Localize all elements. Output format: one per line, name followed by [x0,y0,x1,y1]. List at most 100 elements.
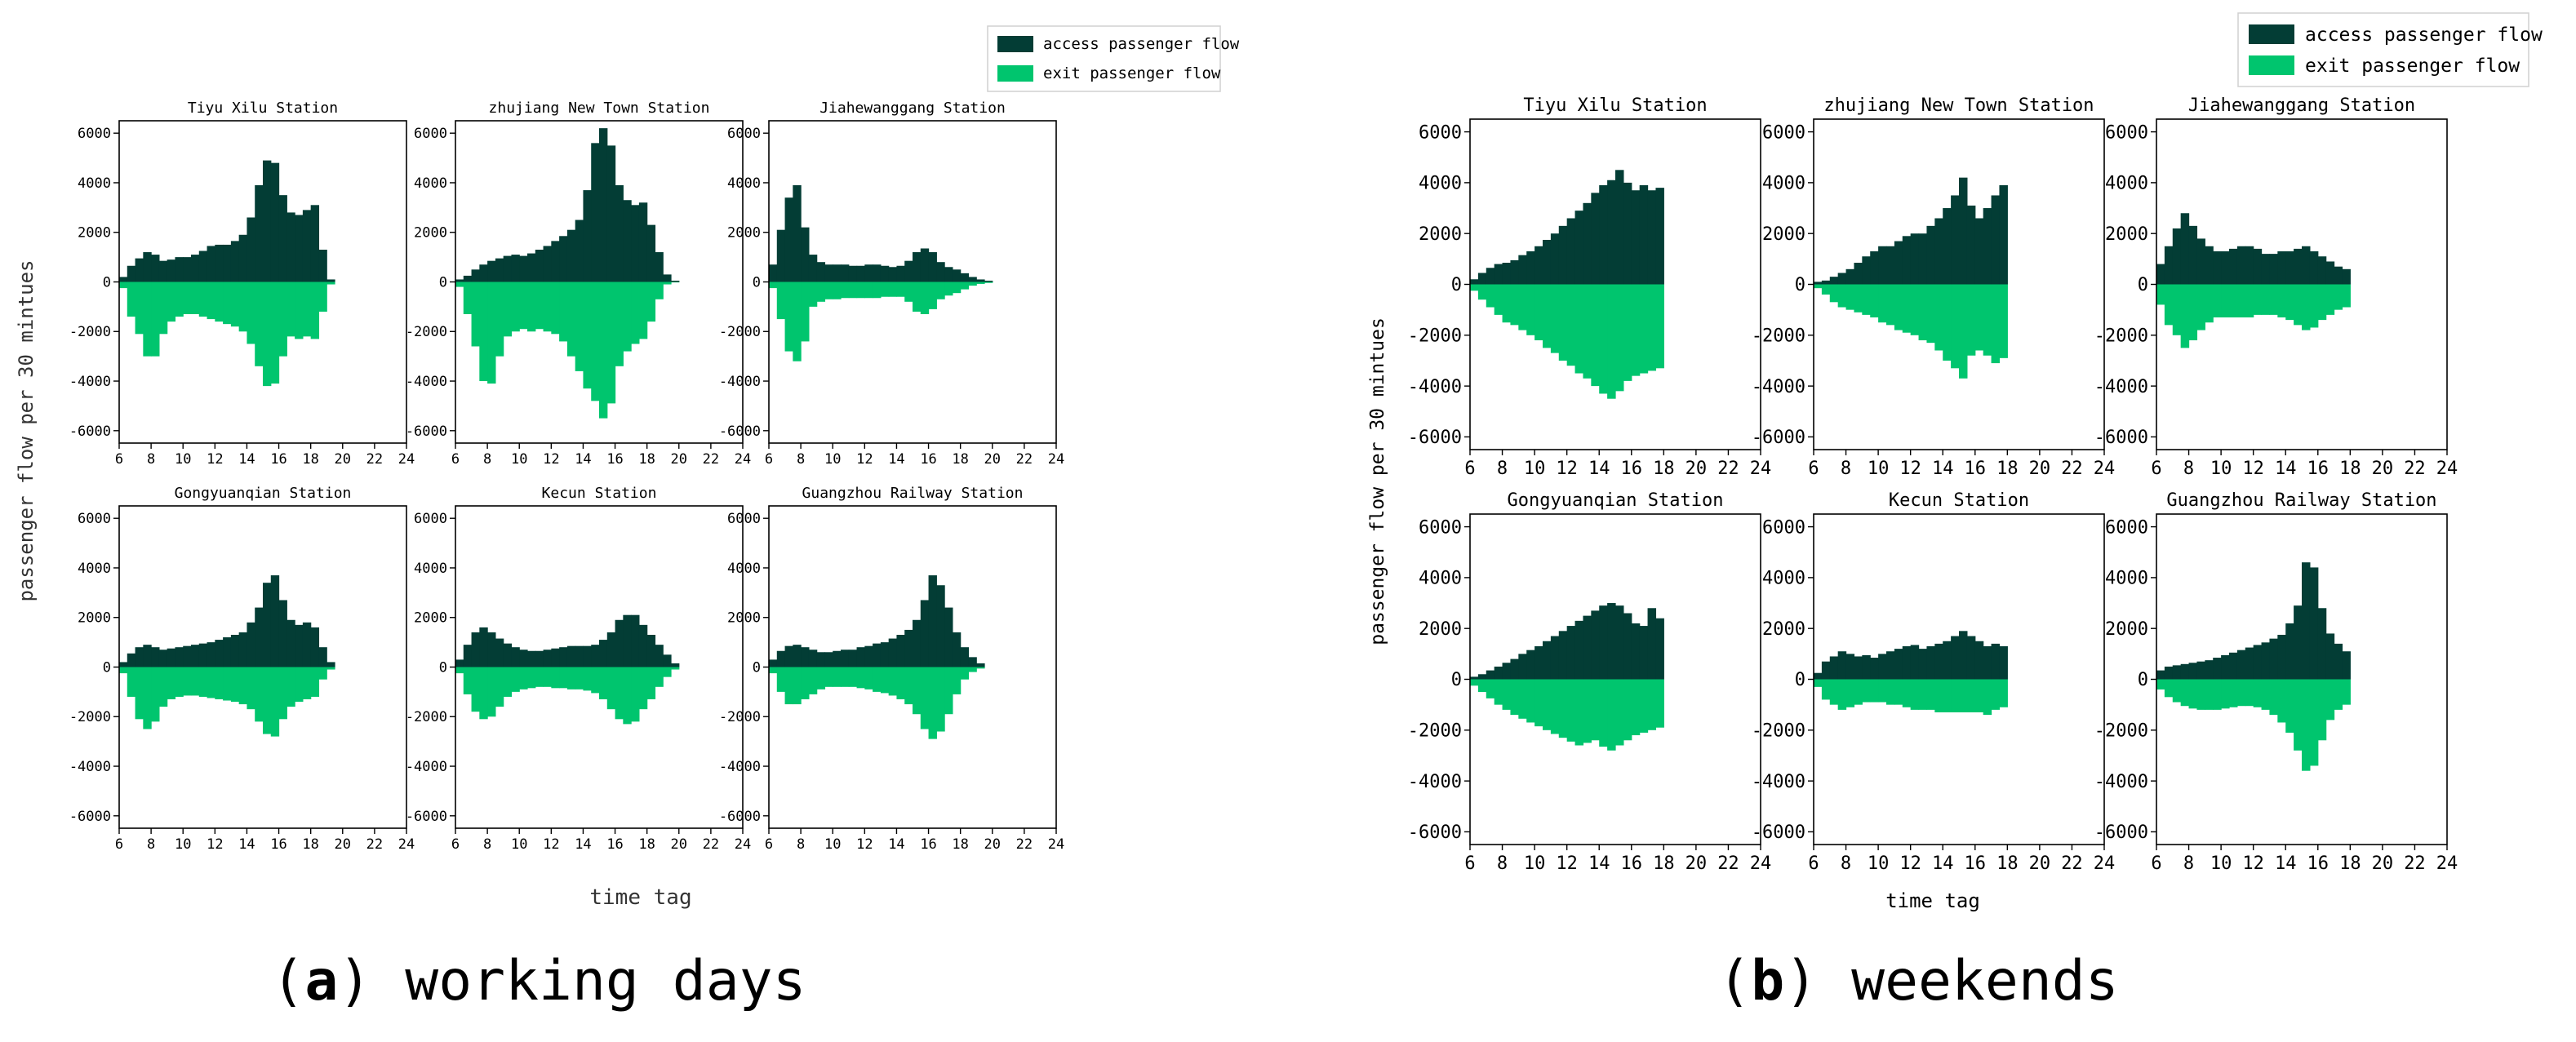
bar-access [1829,656,1839,680]
bar-exit [559,667,568,689]
bar-exit [606,282,616,404]
plots: Tiyu Xilu Station-6000-4000-200002000400… [69,95,2458,874]
bar-exit [1510,284,1519,326]
bar-exit [503,667,513,697]
legend-b: access passenger flow exit passenger flo… [2237,12,2543,87]
bar-access [1999,646,2008,680]
bar-exit [936,667,945,732]
bar-access [1518,654,1527,680]
bar-access [487,632,496,667]
bar-access [2334,643,2343,680]
bar-exit [175,282,184,317]
bar-access [2269,254,2278,285]
bar-access [1534,646,1543,680]
bar-access [920,248,930,282]
bar-exit [2294,679,2303,751]
xtick-label: 6 [1808,459,1819,479]
bar-access [207,246,215,282]
bar-access [599,128,608,282]
bar-exit [1647,679,1657,730]
bar-access [864,264,873,282]
bar-exit [2205,679,2214,710]
bar-exit [167,282,176,322]
bar-access [848,650,858,667]
xtick-label: 24 [2094,459,2116,479]
bar-access [263,583,272,667]
ytick-label: 4000 [727,561,761,577]
ytick-label: 0 [2138,670,2148,690]
xtick-label: 8 [797,451,805,468]
ytick-label: 4000 [2105,569,2148,589]
xtick-label: 8 [797,836,805,853]
bar-exit [1655,679,1664,728]
bar-access [1983,208,1992,285]
bar-exit [1910,284,1920,335]
xtick-label: 14 [238,451,255,468]
bar-exit [1934,679,1943,712]
bar-exit [119,282,128,289]
ytick-label: 0 [753,659,761,676]
bar-exit [2236,284,2246,317]
bar-exit [302,667,312,699]
ytick-label: -2000 [406,709,447,725]
bar-access [2236,246,2246,285]
bar-exit [2229,679,2238,707]
ytick-label: -4000 [69,374,111,390]
xtick-label: 16 [606,836,623,853]
bar-access [127,653,136,667]
bar-exit [808,282,818,307]
bar-access [1494,264,1503,285]
subplot-title: zhujiang New Town Station [1823,95,2094,116]
ytick-label: 2000 [727,610,761,627]
bar-access [1943,641,1952,680]
bar-exit [1845,284,1855,310]
bar-access [2196,238,2205,285]
bar-access [318,647,327,667]
bar-exit [769,282,778,289]
bar-access [1583,202,1592,285]
bar-exit [135,282,144,335]
bar-access [495,638,504,667]
ytick-label: -4000 [1752,377,1805,397]
bar-exit [1918,679,1928,710]
bar-access [535,650,544,667]
bar-access [1526,650,1535,680]
bar-access [1623,182,1632,285]
ytick-label: -6000 [1408,823,1462,843]
bar-exit [1821,679,1831,700]
bar-exit [1543,679,1552,730]
bar-exit [1502,284,1512,323]
ytick-label: 6000 [727,511,761,527]
bar-access [1599,185,1608,285]
bar-access [471,632,480,667]
xtick-label: 8 [1841,854,1851,874]
xtick-label: 6 [2151,459,2161,479]
bar-access [527,253,536,282]
bar-exit [1862,679,1871,703]
xtick-label: 6 [451,451,460,468]
ytick-label: 0 [439,274,447,290]
xtick-label: 8 [1497,854,1508,874]
xtick-label: 10 [1868,854,1890,874]
xtick-label: 22 [2404,854,2426,874]
bar-exit [503,282,513,337]
xtick-label: 8 [483,836,491,853]
bar-exit [2309,679,2319,766]
bar-access [1655,188,1664,285]
bar-access [1486,670,1495,680]
bar-exit [2342,284,2351,308]
bar-exit [2261,284,2271,315]
subplot-a-3: Jiahewanggang Station -6000 -4000 -2000 0 200… [719,100,1064,468]
bar-access [278,195,287,282]
bar-exit [463,667,473,694]
xtick-label: 8 [2183,459,2194,479]
bar-exit [671,667,680,670]
xtick-label: 14 [238,836,255,853]
bar-exit [286,667,295,707]
bar-exit [968,282,977,286]
bar-exit [663,282,672,285]
bar-exit [591,667,600,694]
bar-access [1631,623,1641,680]
bar-exit [1951,284,1960,369]
xtick-label: 12 [856,836,873,853]
